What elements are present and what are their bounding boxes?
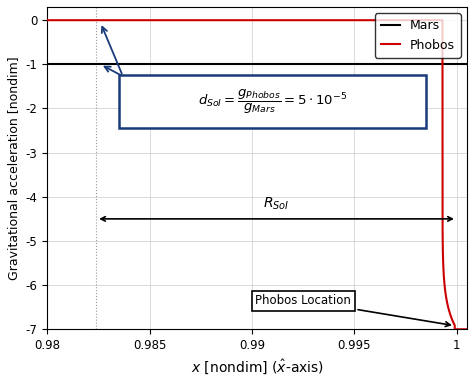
FancyBboxPatch shape [119, 75, 426, 128]
X-axis label: $x$ [nondim] ($\hat{x}$-axis): $x$ [nondim] ($\hat{x}$-axis) [191, 358, 324, 376]
Text: $R_{SoI}$: $R_{SoI}$ [264, 196, 290, 212]
Line: Phobos: Phobos [47, 20, 467, 329]
Phobos [464, 327, 470, 332]
Phobos [269, 18, 275, 23]
Phobos [450, 320, 456, 324]
Phobos [44, 18, 50, 23]
Phobos [444, 299, 450, 303]
Phobos [440, 259, 446, 264]
Legend: Mars, Phobos: Mars, Phobos [374, 13, 461, 58]
Text: Phobos Location: Phobos Location [255, 294, 450, 327]
Phobos [452, 327, 457, 332]
Phobos [191, 18, 197, 23]
Phobos [442, 289, 448, 293]
Text: $d_{SoI} = \dfrac{g_{Phobos}}{g_{Mars}} = 5 \cdot 10^{-5}$: $d_{SoI} = \dfrac{g_{Phobos}}{g_{Mars}} … [198, 88, 347, 116]
Y-axis label: Gravitational acceleration [nondim]: Gravitational acceleration [nondim] [7, 56, 20, 280]
